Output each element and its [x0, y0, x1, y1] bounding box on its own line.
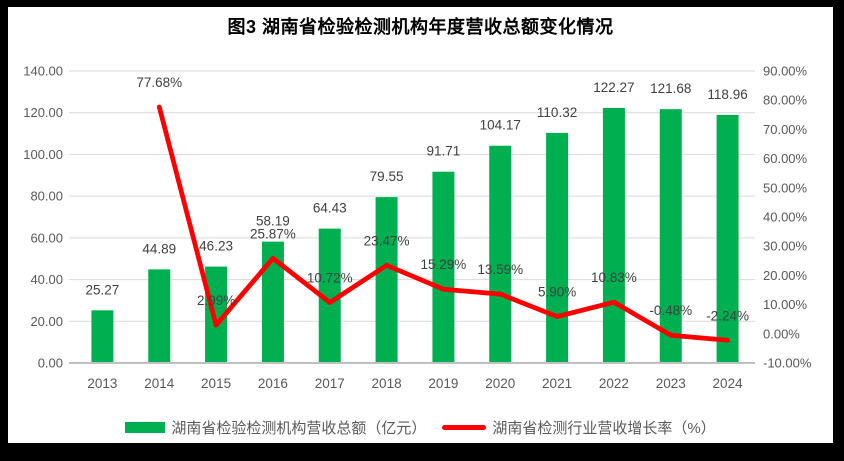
- line-label-2021: 5.90%: [538, 285, 576, 300]
- bar-2019: [432, 171, 455, 363]
- x-axis-label-2018: 2018: [372, 376, 402, 391]
- chart-title: 图3 湖南省检验检测机构年度营收总额变化情况: [227, 17, 614, 37]
- left-axis-tick-label: 40.00: [30, 272, 63, 287]
- x-axis-label-2021: 2021: [542, 376, 572, 391]
- bar-2024: [716, 114, 739, 364]
- right-axis-tick-label: -10.00%: [763, 356, 812, 371]
- bar-label-2020: 104.17: [480, 118, 521, 133]
- bar-label-2021: 110.32: [537, 105, 577, 120]
- bar-2014: [148, 269, 171, 363]
- line-label-2022: 10.83%: [591, 270, 637, 285]
- line-label-2017: 10.72%: [307, 270, 353, 285]
- combo-chart-plot: 140.00 120.00 100.00 80.00 60.00 40.00 20.00 0.…: [23, 64, 812, 392]
- left-axis-tick-label: 60.00: [30, 230, 63, 245]
- right-axis-tick-label: 80.00%: [763, 93, 808, 108]
- left-axis-tick-label: 120.00: [23, 105, 63, 120]
- bar-label-2023: 121.68: [650, 81, 691, 96]
- bar-label-2014: 44.89: [142, 241, 176, 256]
- bar-series-swatch-icon: [125, 422, 166, 433]
- bar-label-2024: 118.96: [707, 87, 747, 102]
- bar-label-2013: 25.27: [86, 282, 120, 297]
- right-axis-tick-label: 0.00%: [763, 326, 800, 341]
- x-axis-label-2014: 2014: [144, 376, 175, 391]
- chart-canvas: 图3 湖南省检验检测机构年度营收总额变化情况 140.00 120.00 100.0…: [8, 7, 833, 443]
- x-axis-label-2016: 2016: [258, 376, 288, 391]
- x-axis-label-2013: 2013: [87, 376, 117, 391]
- left-axis-tick-label: 20.00: [30, 314, 63, 329]
- line-label-2014: 77.68%: [136, 75, 182, 90]
- line-label-2023: -0.48%: [649, 303, 692, 318]
- bar-2013: [91, 310, 114, 363]
- bar-2023: [659, 109, 682, 363]
- legend-label-growth: 湖南省检测行业营收增长率（%）: [492, 420, 716, 437]
- bar-label-2019: 91.71: [427, 144, 461, 159]
- line-label-2016: 25.87%: [250, 226, 296, 241]
- bar-2018: [375, 197, 398, 363]
- right-axis-tick-label: 20.00%: [763, 268, 808, 283]
- right-axis-tick-label: 60.00%: [763, 151, 808, 166]
- legend-item-growth: 湖南省检测行业营收增长率（%）: [442, 417, 716, 438]
- x-axis-label-2023: 2023: [656, 376, 686, 391]
- bar-label-2015: 46.23: [199, 239, 233, 254]
- x-axis-label-2019: 2019: [428, 376, 458, 391]
- bar-2015: [205, 266, 228, 363]
- bar-label-2016: 58.19: [256, 214, 290, 229]
- line-label-2018: 23.47%: [364, 233, 410, 248]
- line-label-2024: -2.24%: [706, 308, 749, 323]
- bar-label-2017: 64.43: [313, 201, 347, 216]
- x-axis-label-2022: 2022: [599, 376, 629, 391]
- x-axis-label-2017: 2017: [315, 376, 345, 391]
- line-label-2019: 15.29%: [421, 257, 467, 272]
- right-axis-tick-label: 50.00%: [763, 180, 808, 195]
- bar-label-2022: 122.27: [593, 80, 634, 95]
- bar-2020: [489, 145, 512, 363]
- right-axis-tick-label: 70.00%: [763, 122, 808, 137]
- bar-2017: [318, 228, 341, 363]
- line-series-swatch-icon: [442, 425, 487, 430]
- right-axis-tick-label: 90.00%: [763, 64, 808, 79]
- x-axis-label-2024: 2024: [713, 376, 744, 391]
- x-axis-label-2020: 2020: [485, 376, 515, 391]
- line-label-2020: 13.59%: [477, 262, 523, 277]
- x-axis-label-2015: 2015: [201, 376, 231, 391]
- bar-2021: [546, 132, 569, 363]
- line-label-2015: 2.99%: [197, 293, 235, 308]
- growth-rate-line: [156, 104, 730, 343]
- legend-label-revenue: 湖南省检验检测机构营收总额（亿元）: [171, 420, 427, 437]
- right-axis-tick-label: 40.00%: [763, 210, 808, 225]
- left-axis-tick-label: 140.00: [23, 64, 63, 79]
- left-axis-tick-label: 80.00: [30, 189, 63, 204]
- right-axis-tick-label: 30.00%: [763, 239, 808, 254]
- bar-2016: [261, 241, 284, 363]
- left-axis-tick-label: 0.00: [38, 356, 63, 371]
- chart-legend: 湖南省检验检测机构营收总额（亿元） 湖南省检测行业营收增长率（%）: [8, 417, 833, 438]
- bar-2022: [602, 107, 625, 364]
- legend-item-revenue: 湖南省检验检测机构营收总额（亿元）: [125, 417, 426, 438]
- left-axis-tick-label: 100.00: [23, 147, 63, 162]
- right-axis-tick-label: 10.00%: [763, 297, 808, 312]
- bar-label-2018: 79.55: [370, 169, 404, 184]
